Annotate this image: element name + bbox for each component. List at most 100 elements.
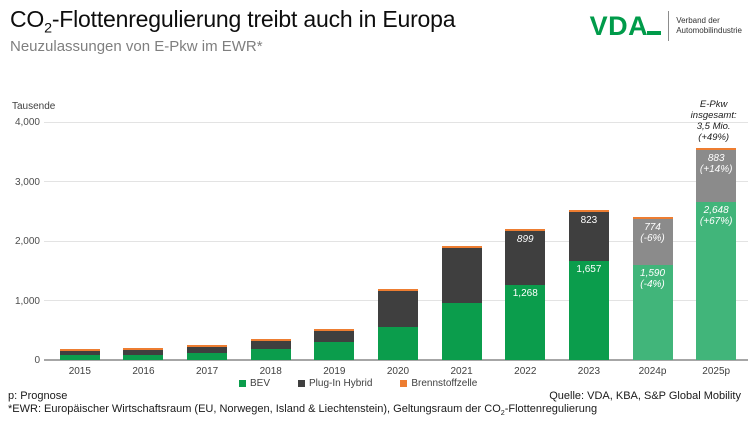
fuelcell-swatch-icon — [400, 380, 408, 387]
y-tick-label-3000: 3,000 — [14, 176, 40, 188]
legend-item-fuelcell: Brennstoffzelle — [400, 378, 477, 389]
bev-segment-2017 — [187, 352, 228, 360]
logo-text-line1: Verband der — [676, 16, 720, 25]
phev-segment-2015 — [59, 351, 100, 355]
legend-label: BEV — [250, 378, 271, 389]
bar-2015 — [59, 349, 100, 360]
bev-segment-2024p: 1,590 (-4%) — [632, 265, 673, 360]
phev-value-label: 774 (-6%) — [640, 222, 665, 245]
prognose-note: p: Prognose — [8, 390, 68, 402]
bev-segment-2015 — [59, 354, 100, 360]
bar-2017 — [187, 344, 228, 360]
logo-text-line2: Automobilindustrie — [676, 26, 742, 35]
gridline-3000 — [44, 181, 748, 182]
x-tick-label-2019: 2019 — [323, 366, 346, 377]
phev-segment-2020 — [378, 291, 418, 327]
bar-2025p: 883 (+14%) 2,648 (+67%) E-Pkw insgesamt: 3,5 M… — [691, 99, 737, 360]
phev-segment-2017 — [187, 346, 228, 353]
fuelcell-segment-2019 — [314, 329, 355, 332]
source-note: Quelle: VDA, KBA, S&P Global Mobility — [549, 390, 741, 402]
footnote-text-rest: -Flottenregulierung — [504, 403, 598, 415]
x-tick-label-2023: 2023 — [577, 366, 601, 377]
title-text: CO — [10, 6, 45, 32]
title-subscript: 2 — [44, 20, 52, 37]
chart-legend: BEV Plug-In Hybrid Brennstoffzelle — [239, 378, 477, 389]
bar-2023: 823 1,657 — [568, 210, 609, 360]
legend-item-phev: Plug-In Hybrid — [298, 378, 372, 389]
bev-segment-2023: 1,657 — [568, 261, 609, 360]
bev-value-label: 2,648 (+67%) — [699, 205, 733, 228]
bar-2020 — [378, 289, 418, 360]
bar-2021 — [441, 246, 482, 360]
bar-2024p: 774 (-6%) 1,590 (-4%) — [632, 217, 673, 360]
y-axis-labels: 0 1,000 2,000 3,000 4,000 — [0, 117, 40, 366]
fuelcell-segment-2021 — [441, 246, 482, 249]
phev-segment-2022: 899 — [505, 231, 546, 285]
legend-label: Plug-In Hybrid — [309, 378, 373, 389]
phev-value-label: 823 — [580, 215, 598, 227]
y-axis-unit-label: Tausende — [12, 101, 56, 112]
y-tick-label-2000: 2,000 — [14, 236, 40, 247]
legend-label: Brennstoffzelle — [411, 378, 478, 389]
fuelcell-segment-2020 — [378, 289, 418, 292]
page-title: CO2-Flottenregulierung treibt auch in Eu… — [10, 6, 456, 37]
phev-segment-2023: 823 — [568, 212, 609, 262]
footnote-text: *EWR: Europäischer Wirtschaftsraum (EU, … — [8, 403, 501, 415]
phev-segment-2021 — [441, 248, 482, 304]
bev-value-label: 1,657 — [576, 264, 602, 276]
x-tick-label-2018: 2018 — [259, 366, 282, 377]
x-tick-label-2025p: 2025p — [702, 366, 731, 377]
bev-swatch-icon — [239, 380, 246, 387]
x-tick-label-2021: 2021 — [450, 366, 473, 377]
gridline-2000 — [44, 240, 748, 242]
vda-wordmark: VDA — [589, 10, 661, 41]
x-tick-label-2022: 2022 — [514, 366, 537, 377]
phev-segment-2018 — [250, 340, 291, 349]
bev-segment-2025p: 2,648 (+67%) — [696, 202, 737, 360]
fuelcell-segment-2015 — [59, 349, 100, 352]
x-tick-label-2020: 2020 — [386, 366, 410, 377]
x-tick-label-2015: 2015 — [68, 366, 91, 377]
bev-value-label: 1,268 — [512, 287, 538, 299]
bar-2016 — [123, 348, 164, 360]
logo-text: Verband der Automobilindustrie — [676, 16, 742, 36]
fuelcell-segment-2022 — [505, 229, 546, 232]
phev-value-label: 899 — [516, 234, 534, 246]
bev-segment-2021 — [441, 303, 482, 360]
x-axis-labels: 2015 2016 2017 2018 2019 2020 2021 2022 2023 2024… — [0, 366, 750, 378]
fuelcell-segment-2018 — [250, 338, 291, 341]
footnote-subscript: 2 — [500, 409, 505, 418]
bev-value-label: 1,590 (-4%) — [640, 268, 666, 291]
bar-2019 — [314, 329, 355, 360]
phev-segment-2016 — [123, 350, 164, 355]
legend-item-bev: BEV — [239, 378, 270, 389]
fuelcell-segment-2023 — [568, 210, 609, 213]
y-tick-label-1000: 1,000 — [14, 295, 40, 307]
gridline-0 — [44, 359, 748, 361]
bev-segment-2022: 1,268 — [505, 284, 546, 360]
logo-divider — [668, 11, 670, 41]
fuelcell-segment-2025p — [696, 147, 737, 150]
phev-value-label: 883 (+14%) — [699, 152, 733, 175]
ewr-footnote: *EWR: Europäischer Wirtschaftsraum (EU, … — [8, 403, 597, 417]
y-tick-label-0: 0 — [34, 355, 40, 366]
bev-segment-2018 — [250, 348, 291, 360]
x-tick-label-2017: 2017 — [195, 366, 219, 377]
title-text-rest: -Flottenregulierung treibt auch in Europ… — [51, 6, 456, 32]
bar-2018 — [250, 338, 291, 360]
phev-swatch-icon — [298, 380, 306, 387]
fuelcell-segment-2016 — [123, 348, 164, 351]
x-tick-label-2024p: 2024p — [638, 366, 667, 377]
gridline-4000 — [44, 121, 748, 123]
bev-segment-2019 — [314, 342, 355, 360]
chart-plot-area: 899 1,268 823 1,657 774 (-6%) 1,590 (-4%) 883 (+1… — [44, 99, 748, 361]
bev-segment-2020 — [378, 326, 418, 360]
y-tick-label-4000: 4,000 — [14, 117, 40, 128]
total-annotation: E-Pkw insgesamt: 3,5 Mio. (+49%) — [690, 98, 737, 143]
vda-logo: VDA Verband der Automobilindustrie — [590, 11, 742, 41]
bev-segment-2016 — [123, 354, 164, 360]
phev-segment-2025p: 883 (+14%) — [696, 149, 737, 203]
bar-2022: 899 1,268 — [505, 229, 546, 360]
phev-segment-2019 — [314, 331, 355, 343]
